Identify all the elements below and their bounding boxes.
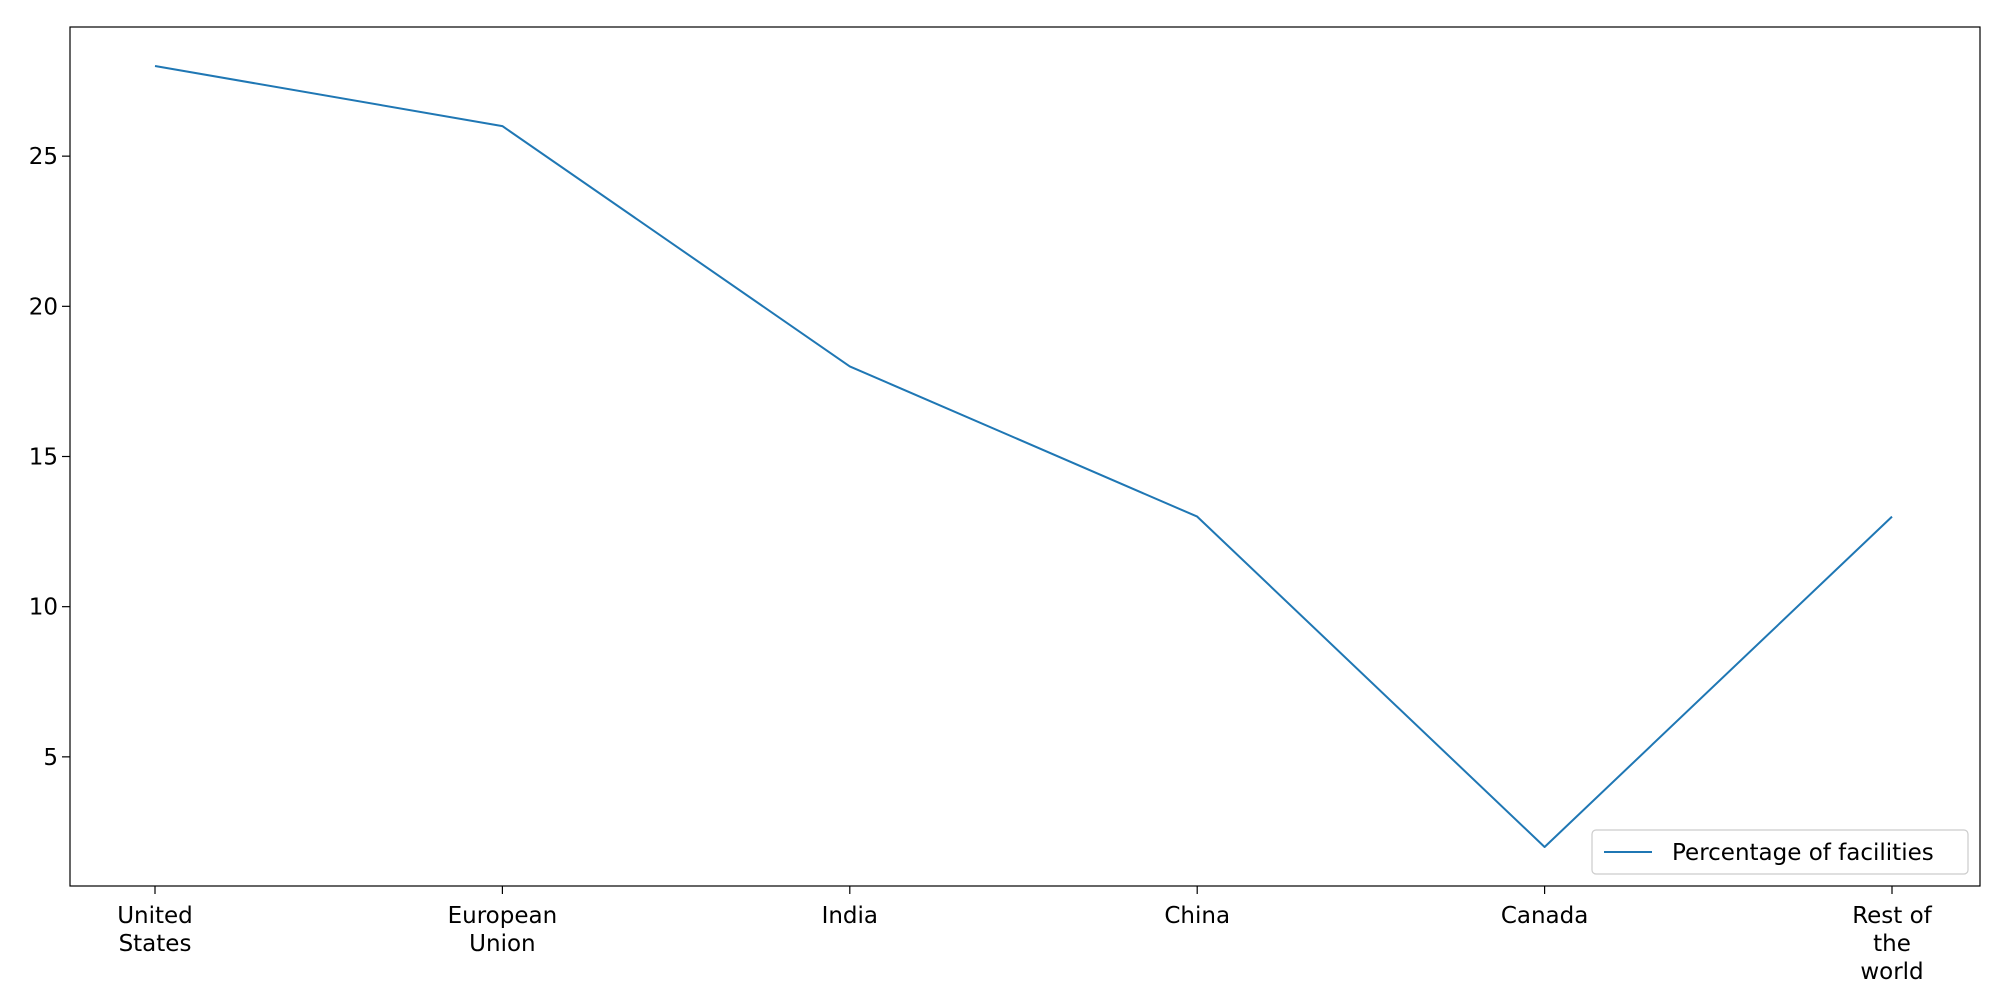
x-tick-label-line: China [1164,903,1230,929]
y-tick-label: 10 [29,595,58,621]
x-tick-label-line: Rest of [1852,903,1932,929]
plot-frame [70,27,1980,886]
x-tick-label-line: States [119,931,192,957]
x-tick-label: Canada [1501,903,1589,929]
x-tick-label-line: the [1873,931,1911,957]
series-layer [155,66,1892,847]
series-line [155,66,1892,847]
x-tick-label-line: Union [469,931,535,957]
x-tick-label: India [822,903,878,929]
x-tick-label-line: world [1860,959,1923,985]
y-tick-label: 25 [29,144,58,170]
x-tick-label-line: European [448,903,558,929]
x-tick-label-line: Canada [1501,903,1589,929]
legend: Percentage of facilities [1592,830,1968,874]
x-tick-label-line: India [822,903,878,929]
y-tick-label: 15 [29,445,58,471]
legend-label: Percentage of facilities [1672,840,1934,866]
y-tick-label: 20 [29,294,58,320]
x-tick-label-line: United [117,903,193,929]
y-tick-label: 5 [43,745,58,771]
x-tick-label: China [1164,903,1230,929]
